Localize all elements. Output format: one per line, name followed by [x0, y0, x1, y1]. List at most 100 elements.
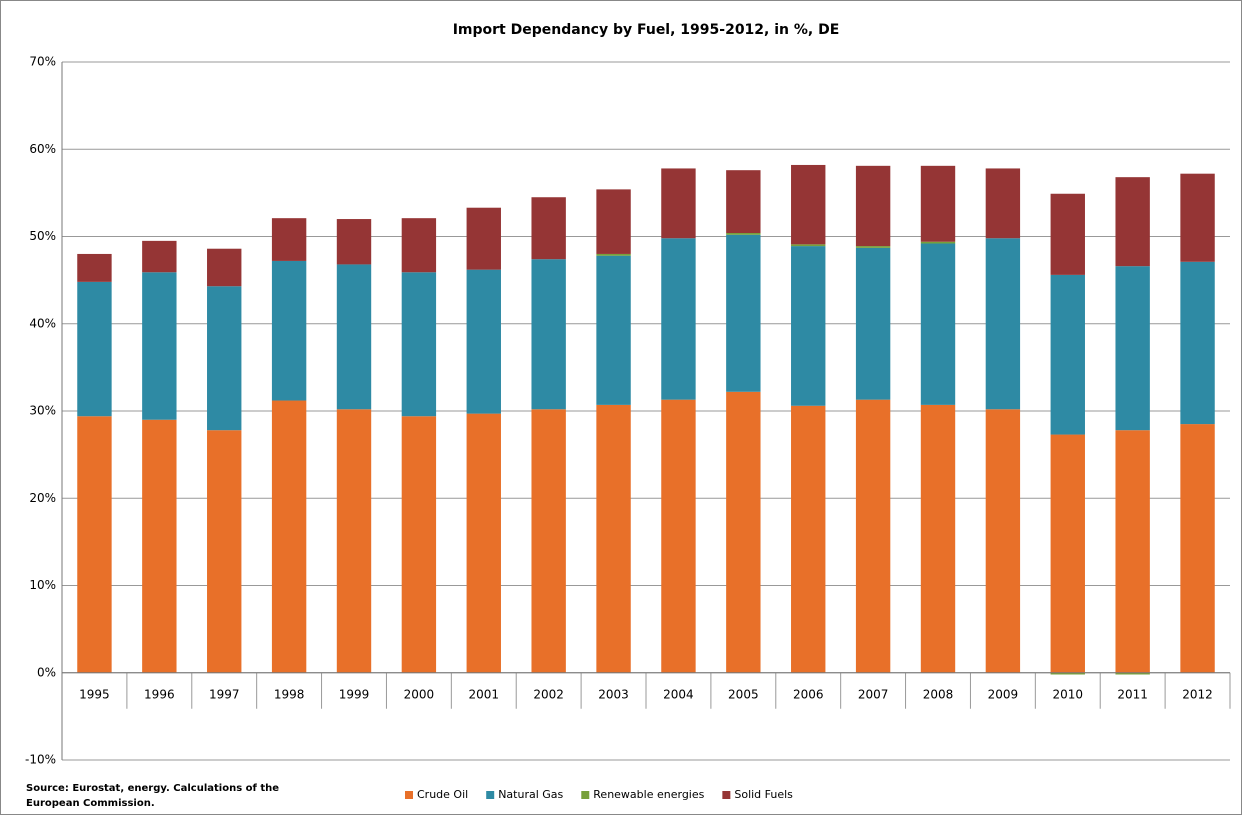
y-tick-label: 50% [29, 229, 56, 243]
bar-segment [1050, 434, 1085, 673]
bar-segment [855, 247, 891, 400]
bar-segment [1115, 430, 1150, 673]
x-tick-label: 1995 [79, 687, 110, 701]
bar-segment [726, 170, 761, 234]
bar-segment [531, 259, 566, 410]
bar-segment [1050, 193, 1085, 275]
x-tick-label: 2012 [1182, 687, 1213, 701]
x-tick-label: 2006 [793, 687, 824, 701]
x-tick-label: 2000 [404, 687, 435, 701]
x-tick-label: 2011 [1117, 687, 1148, 701]
legend-swatch [486, 791, 495, 799]
bar-segment [1050, 274, 1085, 435]
bar-segment [920, 404, 956, 673]
bar-segment [1115, 266, 1150, 431]
legend-swatch [581, 791, 590, 799]
bar-segment [791, 405, 826, 673]
bar-segment [207, 248, 242, 287]
bar-segment [207, 286, 242, 431]
y-tick-label: 40% [29, 316, 56, 330]
x-tick-label: 2010 [1053, 687, 1084, 701]
bar-segment [336, 409, 372, 673]
bar-segment [1180, 261, 1215, 425]
bar-segment [855, 246, 891, 248]
x-tick-label: 2005 [728, 687, 759, 701]
x-tick-label: 1998 [274, 687, 305, 701]
bar-segment [142, 419, 177, 673]
legend-label: Crude Oil [417, 788, 468, 801]
x-tick-label: 2007 [858, 687, 889, 701]
bar-segment [1115, 672, 1150, 675]
y-tick-label: 10% [29, 578, 56, 592]
bar-segment [596, 189, 631, 254]
y-tick-label: 0% [37, 665, 56, 679]
bar-segment [1180, 424, 1215, 673]
bar-segment [596, 404, 631, 673]
x-tick-label: 2001 [469, 687, 500, 701]
bar-segment [726, 233, 761, 235]
bar-segment [661, 238, 696, 400]
bar-segment [336, 219, 372, 265]
bar-segment [336, 264, 372, 410]
bar-segment [401, 218, 437, 273]
bar-segment [271, 260, 307, 401]
y-tick-label: -10% [25, 753, 56, 767]
bar-segment [466, 269, 501, 414]
x-tick-label: 1996 [144, 687, 175, 701]
bar-segment [661, 168, 696, 239]
bar-segment [531, 409, 566, 673]
bar-segment [466, 413, 501, 673]
bar-segment [207, 430, 242, 673]
legend-label: Natural Gas [498, 788, 563, 801]
bar-segment [855, 165, 891, 247]
bar-segment [791, 244, 826, 247]
bar-segment [920, 243, 956, 405]
bar-segment [920, 165, 956, 242]
legend-swatch [722, 791, 731, 799]
bar-segment [401, 416, 437, 673]
bar-segment [855, 399, 891, 673]
bar-segment [77, 416, 112, 673]
bar-segment [142, 240, 177, 273]
y-tick-label: 20% [29, 491, 56, 505]
chart-title: Import Dependancy by Fuel, 1995-2012, in… [453, 22, 840, 38]
bar-segment [596, 253, 631, 256]
bar-segment [791, 246, 826, 406]
bar-segment [466, 207, 501, 270]
legend-swatch [405, 791, 413, 799]
bar-segment [77, 281, 112, 417]
y-tick-label: 30% [29, 404, 56, 418]
bar-segment [271, 218, 307, 261]
source-note: Source: Eurostat, energy. Calculations o… [26, 783, 279, 794]
x-tick-label: 1999 [339, 687, 370, 701]
bar-segment [77, 253, 112, 282]
bar-segment [1180, 173, 1215, 262]
bar-segment [401, 272, 437, 417]
x-tick-label: 2003 [598, 687, 629, 701]
legend-label: Solid Fuels [734, 788, 793, 801]
bar-segment [271, 400, 307, 673]
y-tick-label: 60% [29, 142, 56, 156]
bar-segment [985, 238, 1021, 410]
bar-segment [726, 391, 761, 673]
legend-label: Renewable energies [593, 788, 704, 801]
bar-segment [661, 399, 696, 673]
bar-segment [1115, 177, 1150, 267]
x-tick-label: 2009 [988, 687, 1019, 701]
x-tick-label: 1997 [209, 687, 240, 701]
bar-segment [531, 197, 566, 260]
y-tick-label: 70% [29, 55, 56, 69]
bar-segment [985, 409, 1021, 673]
bar-segment [596, 255, 631, 405]
x-tick-label: 2002 [533, 687, 564, 701]
bar-segment [142, 272, 177, 420]
x-tick-label: 2004 [663, 687, 694, 701]
bar-segment [1050, 672, 1085, 675]
x-tick-label: 2008 [923, 687, 954, 701]
bar-segment [985, 168, 1021, 239]
bar-segment [791, 164, 826, 245]
bar-segment [920, 241, 956, 244]
source-note: European Commission. [26, 798, 155, 809]
bar-segment [726, 234, 761, 392]
